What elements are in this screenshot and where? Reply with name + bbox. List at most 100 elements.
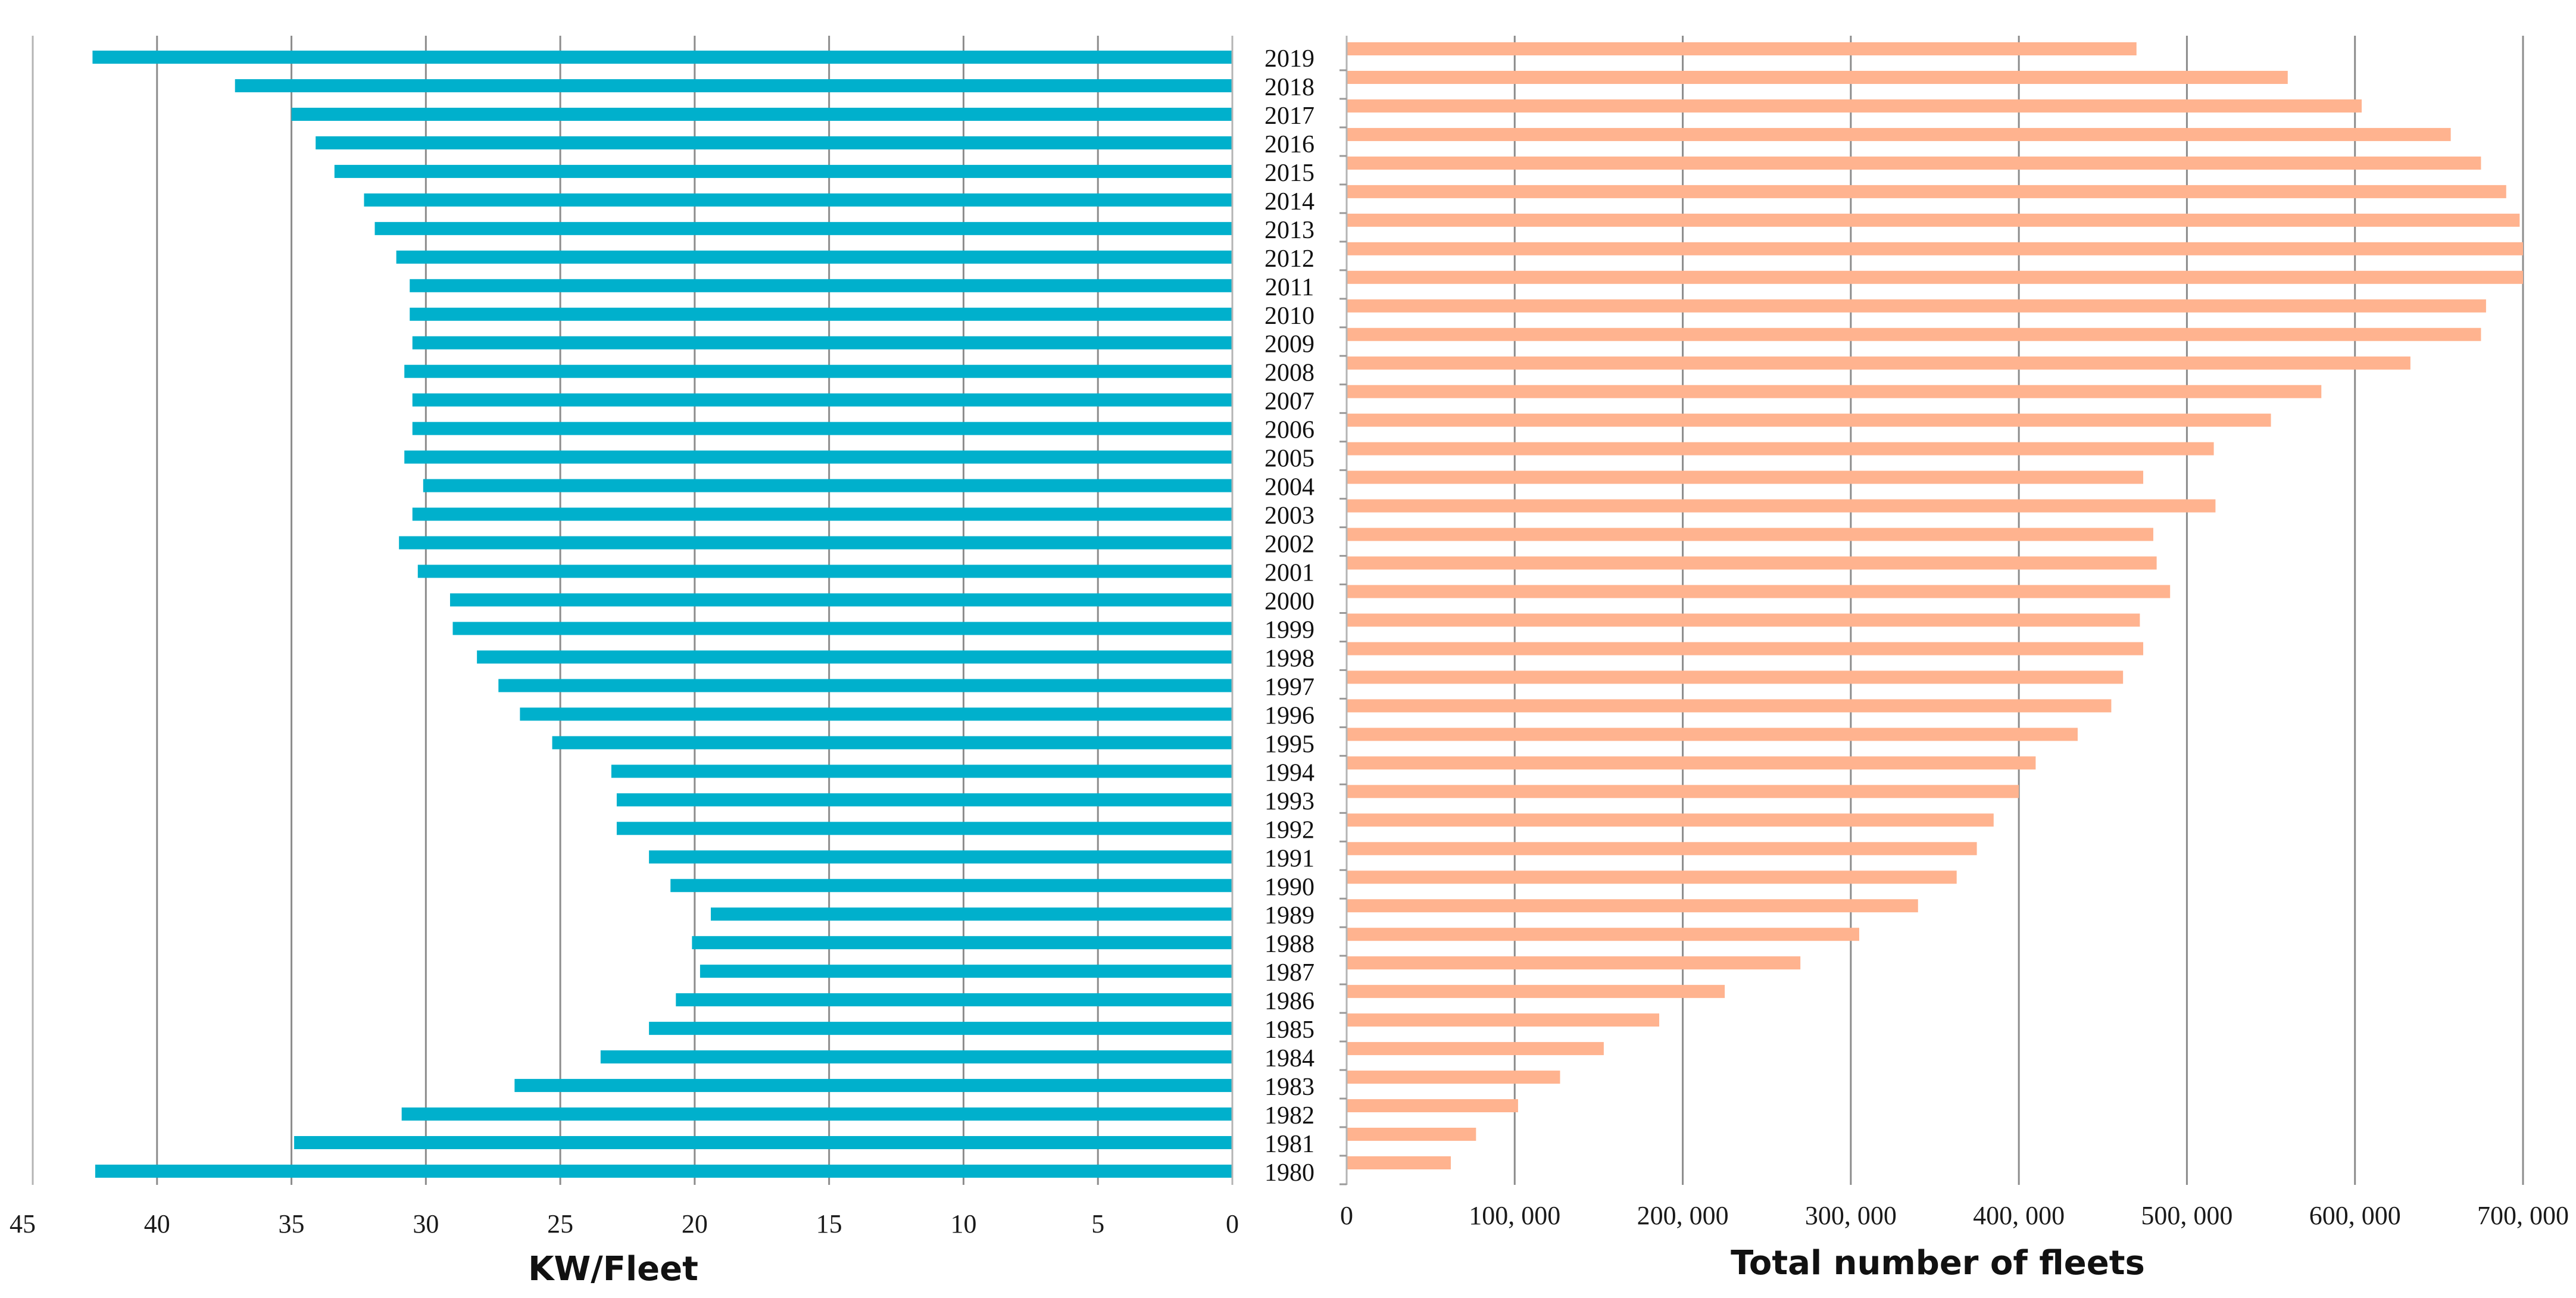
year-label: 2010 [1264,302,1314,330]
year-label: 2007 [1264,388,1314,416]
year-label: 2016 [1264,131,1314,158]
year-labels: 1980198119821983198419851986198719881989… [1264,45,1347,1187]
year-label: 1989 [1264,902,1314,929]
bar-fleets-2011 [1347,270,2523,284]
year-label: 2003 [1264,503,1314,530]
bar-kw-1992 [616,822,1232,835]
year-label: 1986 [1264,988,1314,1015]
year-label: 1980 [1264,1159,1314,1187]
year-label: 1984 [1264,1045,1314,1072]
year-label: 1983 [1264,1074,1314,1101]
right-tick-labels: 0 100, 000 200, 000 300, 000 400, 000 500, 00… [1340,1201,2569,1230]
year-label: 1998 [1264,645,1314,672]
left-bars-kw-per-fleet [92,51,1233,1178]
year-label: 2013 [1264,217,1314,244]
year-label: 1990 [1264,873,1314,901]
bar-fleets-2004 [1347,470,2144,484]
left-axis-title: KW/Fleet [528,1250,698,1288]
bar-fleets-1982 [1347,1099,1518,1113]
year-label: 1995 [1264,731,1314,758]
bar-fleets-2013 [1347,213,2520,227]
year-label: 2009 [1264,331,1314,358]
year-label: 2015 [1264,160,1314,187]
bar-kw-2000 [449,593,1232,607]
right-axis-title: Total number of fleets [1731,1244,2145,1283]
bar-fleets-2012 [1347,242,2523,255]
left-tick-label: 40 [144,1209,170,1238]
year-label: 2005 [1264,445,1314,473]
bar-fleets-1995 [1347,728,2078,741]
left-tick-labels: 0 5 10 15 20 25 30 35 40 45 [10,1209,1239,1238]
bar-fleets-1997 [1347,670,2124,684]
bar-kw-2005 [404,450,1232,464]
bar-fleets-2009 [1347,327,2481,341]
left-tick-label: 30 [413,1209,439,1238]
bar-fleets-1998 [1347,642,2144,656]
bar-fleets-2003 [1347,499,2216,513]
bar-fleets-1992 [1347,813,1994,827]
left-tick-label: 0 [1226,1209,1239,1238]
bar-fleets-2014 [1347,185,2506,198]
year-label: 1985 [1264,1016,1314,1044]
year-label: 1988 [1264,931,1314,958]
bar-kw-1991 [649,850,1232,864]
right-tick-label: 200, 000 [1637,1201,1729,1230]
right-tick-label: 500, 000 [2141,1201,2232,1230]
bar-kw-2010 [410,307,1232,321]
bar-kw-2006 [412,422,1232,435]
bar-kw-1994 [611,765,1232,778]
bar-kw-1981 [294,1136,1233,1150]
bar-kw-1998 [477,650,1232,664]
bar-kw-1988 [692,936,1232,950]
right-tick-label: 400, 000 [1973,1201,2065,1230]
bar-kw-2016 [316,136,1232,149]
bar-kw-2015 [334,164,1232,178]
bar-kw-2011 [410,279,1232,292]
bar-kw-1982 [401,1107,1232,1121]
bar-kw-1997 [498,679,1232,692]
bar-kw-1996 [520,707,1232,721]
bar-kw-1980 [95,1165,1232,1178]
bar-kw-2002 [399,536,1233,550]
year-label: 1993 [1264,788,1314,815]
right-tick-label: 700, 000 [2477,1201,2569,1230]
year-label: 1992 [1264,816,1314,844]
left-tick-label: 15 [816,1209,842,1238]
year-label: 2004 [1264,474,1314,501]
year-label: 2019 [1264,45,1314,73]
bar-kw-2013 [374,221,1232,235]
year-label: 1999 [1264,616,1314,644]
bar-kw-1989 [710,907,1232,921]
bar-fleets-1980 [1347,1156,1451,1169]
year-label: 1982 [1264,1102,1314,1129]
year-label: 2001 [1264,560,1314,587]
bar-fleets-2016 [1347,127,2451,141]
bar-fleets-2001 [1347,556,2157,570]
year-label: 1994 [1264,759,1314,787]
bar-kw-2004 [423,479,1232,492]
bar-kw-2014 [364,193,1232,207]
bar-fleets-2010 [1347,299,2486,313]
bar-fleets-1993 [1347,785,2019,798]
bar-fleets-1983 [1347,1071,1560,1084]
bar-kw-1987 [700,965,1232,978]
bar-kw-1983 [514,1079,1232,1093]
left-tick-label: 35 [279,1209,305,1238]
year-label: 1997 [1264,673,1314,701]
bar-fleets-1996 [1347,699,2112,713]
right-tick-label: 600, 000 [2309,1201,2401,1230]
bar-fleets-1987 [1347,956,1801,970]
year-label: 2012 [1264,245,1314,273]
bar-fleets-2002 [1347,528,2153,541]
left-tick-label: 5 [1091,1209,1104,1238]
bar-kw-2007 [412,393,1232,407]
bar-kw-2019 [92,51,1233,64]
year-label: 1987 [1264,959,1314,987]
year-label: 1996 [1264,702,1314,729]
bar-fleets-2019 [1347,42,2137,55]
bar-fleets-1994 [1347,756,2036,770]
left-tick-label: 10 [950,1209,976,1238]
bar-fleets-1988 [1347,928,1859,941]
bar-kw-2018 [235,79,1232,92]
year-label: 2011 [1265,274,1314,301]
